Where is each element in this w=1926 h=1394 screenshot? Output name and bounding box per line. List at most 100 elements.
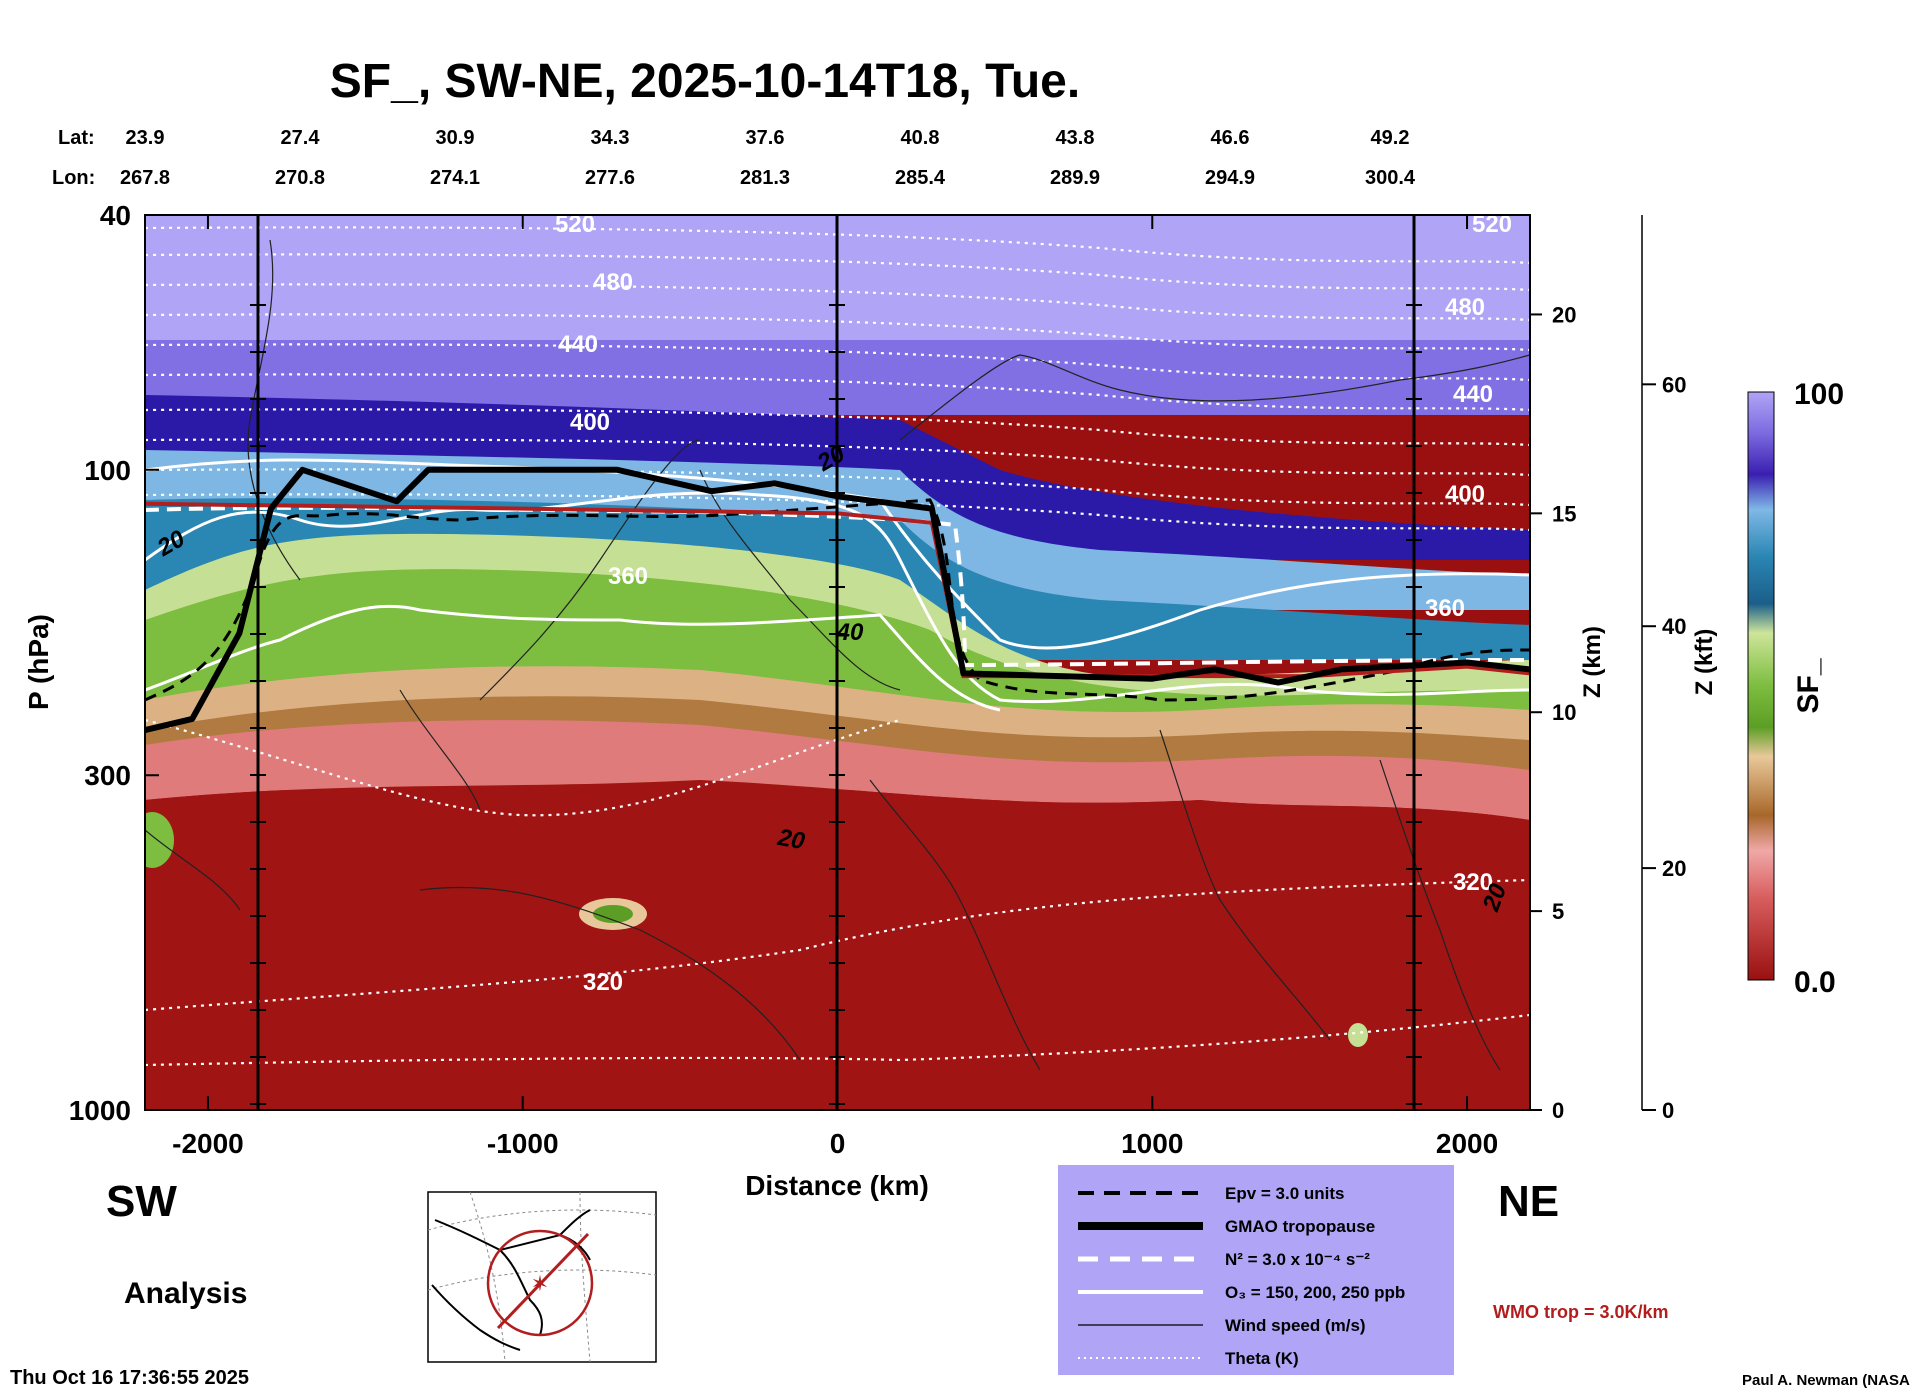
z-km-axis-label: Z (km) (1579, 626, 1606, 698)
zkft-tick-label: 60 (1662, 372, 1686, 397)
x-tick-label: 2000 (1436, 1128, 1498, 1159)
theta-label: 440 (1453, 381, 1493, 408)
epv-contour (145, 498, 1530, 702)
zkft-tick-label: 0 (1662, 1098, 1674, 1123)
zkm-tick-label: 15 (1552, 501, 1576, 526)
colorbar-max-label: 100 (1794, 378, 1844, 411)
lon-value: 294.9 (1205, 167, 1255, 189)
zkft-tick-label: 20 (1662, 856, 1686, 881)
analysis-label: Analysis (124, 1277, 247, 1310)
theta-label: 320 (1453, 869, 1493, 896)
lon-value: 274.1 (430, 167, 480, 189)
z-kft-axis-label: Z (kft) (1691, 629, 1718, 696)
theta-contours (145, 226, 1530, 1067)
colorbar: 100 0.0 SF_ (1747, 378, 1844, 999)
theta-contour (145, 493, 1530, 532)
y-tick-label: 100 (84, 455, 131, 486)
ozone-contours (145, 458, 1530, 712)
lat-label: Lat: (58, 127, 95, 149)
zkm-tick-label: 5 (1552, 899, 1564, 924)
y-axis-label: P (hPa) (23, 614, 54, 710)
lon-value: 277.6 (585, 167, 635, 189)
wind-speed-label: 20 (775, 824, 808, 856)
theta-label: 480 (1445, 294, 1485, 321)
theta-contour (145, 283, 1530, 322)
inset-map: ✶ (427, 1191, 657, 1363)
inset-range-circle (486, 1229, 594, 1337)
theta-label: 360 (608, 563, 648, 590)
plot-area (145, 215, 1530, 1110)
theta-contour (145, 718, 901, 817)
theta-label: 320 (583, 969, 623, 996)
zkm-tick-label: 10 (1552, 700, 1576, 725)
theta-contour (145, 373, 1530, 412)
sf-green-blob-left (145, 812, 174, 868)
lat-value: 23.9 (126, 127, 165, 149)
theta-contour (145, 343, 1530, 382)
theta-contour (145, 408, 1530, 447)
legend-label: Wind speed (m/s) (1225, 1316, 1366, 1335)
lon-value: 281.3 (740, 167, 790, 189)
x-tick-label: -2000 (172, 1128, 244, 1159)
x-tick-label: 0 (830, 1128, 846, 1159)
legend-items: Epv = 3.0 units GMAO tropopause N² = 3.0 x… (1078, 1184, 1405, 1368)
legend: Epv = 3.0 units GMAO tropopause N² = 3.0 x… (1058, 1165, 1454, 1375)
lon-value: 285.4 (895, 167, 946, 189)
legend-label: O₃ = 150, 200, 250 ppb (1225, 1283, 1405, 1302)
lon-value: 270.8 (275, 167, 325, 189)
theta-label: 400 (1445, 481, 1485, 508)
theta-contour (145, 1013, 1530, 1067)
lat-value: 30.9 (436, 127, 475, 149)
theta-contour (145, 438, 1530, 477)
lon-label: Lon: (52, 167, 95, 189)
y-tick-label: 40 (100, 200, 131, 231)
sf-green-blob-right (1348, 1023, 1368, 1047)
theta-contour (145, 226, 1530, 265)
lat-value: 40.8 (901, 127, 940, 149)
lat-value: 34.3 (591, 127, 630, 149)
wmo-note: WMO trop = 3.0K/km (1493, 1302, 1669, 1322)
lat-value: 43.8 (1056, 127, 1095, 149)
colorbar-title: SF_ (1792, 658, 1825, 713)
zkm-tick-label: 0 (1552, 1098, 1564, 1123)
legend-background (1058, 1165, 1454, 1375)
sw-label: SW (106, 1177, 177, 1226)
timestamp: Thu Oct 16 17:36:55 2025 (10, 1367, 249, 1389)
y-tick-label: 1000 (69, 1095, 131, 1126)
theta-contour (145, 313, 1530, 352)
vertical-reference-lines (256, 215, 1416, 1110)
zkft-tick-label: 40 (1662, 614, 1686, 639)
credit: Paul A. Newman (NASA (1742, 1372, 1910, 1389)
inset-center-star: ✶ (531, 1271, 549, 1296)
zkm-tick-label: 20 (1552, 302, 1576, 327)
theta-label: 480 (593, 269, 633, 296)
lat-lon-header: 23.9 27.4 30.9 34.3 37.6 40.8 43.8 46.6 49.2 267.… (120, 127, 1416, 189)
z-km-axis: 0 5 10 15 20 (1530, 302, 1576, 1123)
theta-contour (145, 468, 1530, 507)
z-kft-axis: 0 20 40 60 (1641, 215, 1686, 1123)
chart-title: SF_, SW-NE, 2025-10-14T18, Tue. (330, 55, 1080, 108)
lat-value: 46.6 (1211, 127, 1250, 149)
lon-value: 300.4 (1365, 167, 1416, 189)
y-axis: 40 100 300 1000 (69, 200, 1422, 1126)
theta-contour (145, 878, 1530, 1012)
theta-label: 400 (570, 409, 610, 436)
n2-line (145, 505, 1530, 668)
y-tick-label: 300 (84, 760, 131, 791)
legend-label: Epv = 3.0 units (1225, 1184, 1345, 1203)
x-axis: -2000 -1000 0 1000 2000 (172, 215, 1498, 1159)
x-axis-label: Distance (km) (745, 1170, 929, 1201)
wind-speed-label: 40 (836, 619, 864, 646)
lon-value: 289.9 (1050, 167, 1100, 189)
colorbar-min-label: 0.0 (1794, 966, 1836, 999)
lat-value: 37.6 (746, 127, 785, 149)
sf-green-blob-center-core (593, 905, 633, 923)
legend-label: Theta (K) (1225, 1349, 1299, 1368)
x-tick-label: 1000 (1121, 1128, 1183, 1159)
x-tick-label: -1000 (487, 1128, 559, 1159)
colorbar-gradient (1747, 391, 1775, 981)
legend-label: GMAO tropopause (1225, 1217, 1375, 1236)
ne-label: NE (1498, 1177, 1559, 1226)
theta-label: 440 (558, 331, 598, 358)
